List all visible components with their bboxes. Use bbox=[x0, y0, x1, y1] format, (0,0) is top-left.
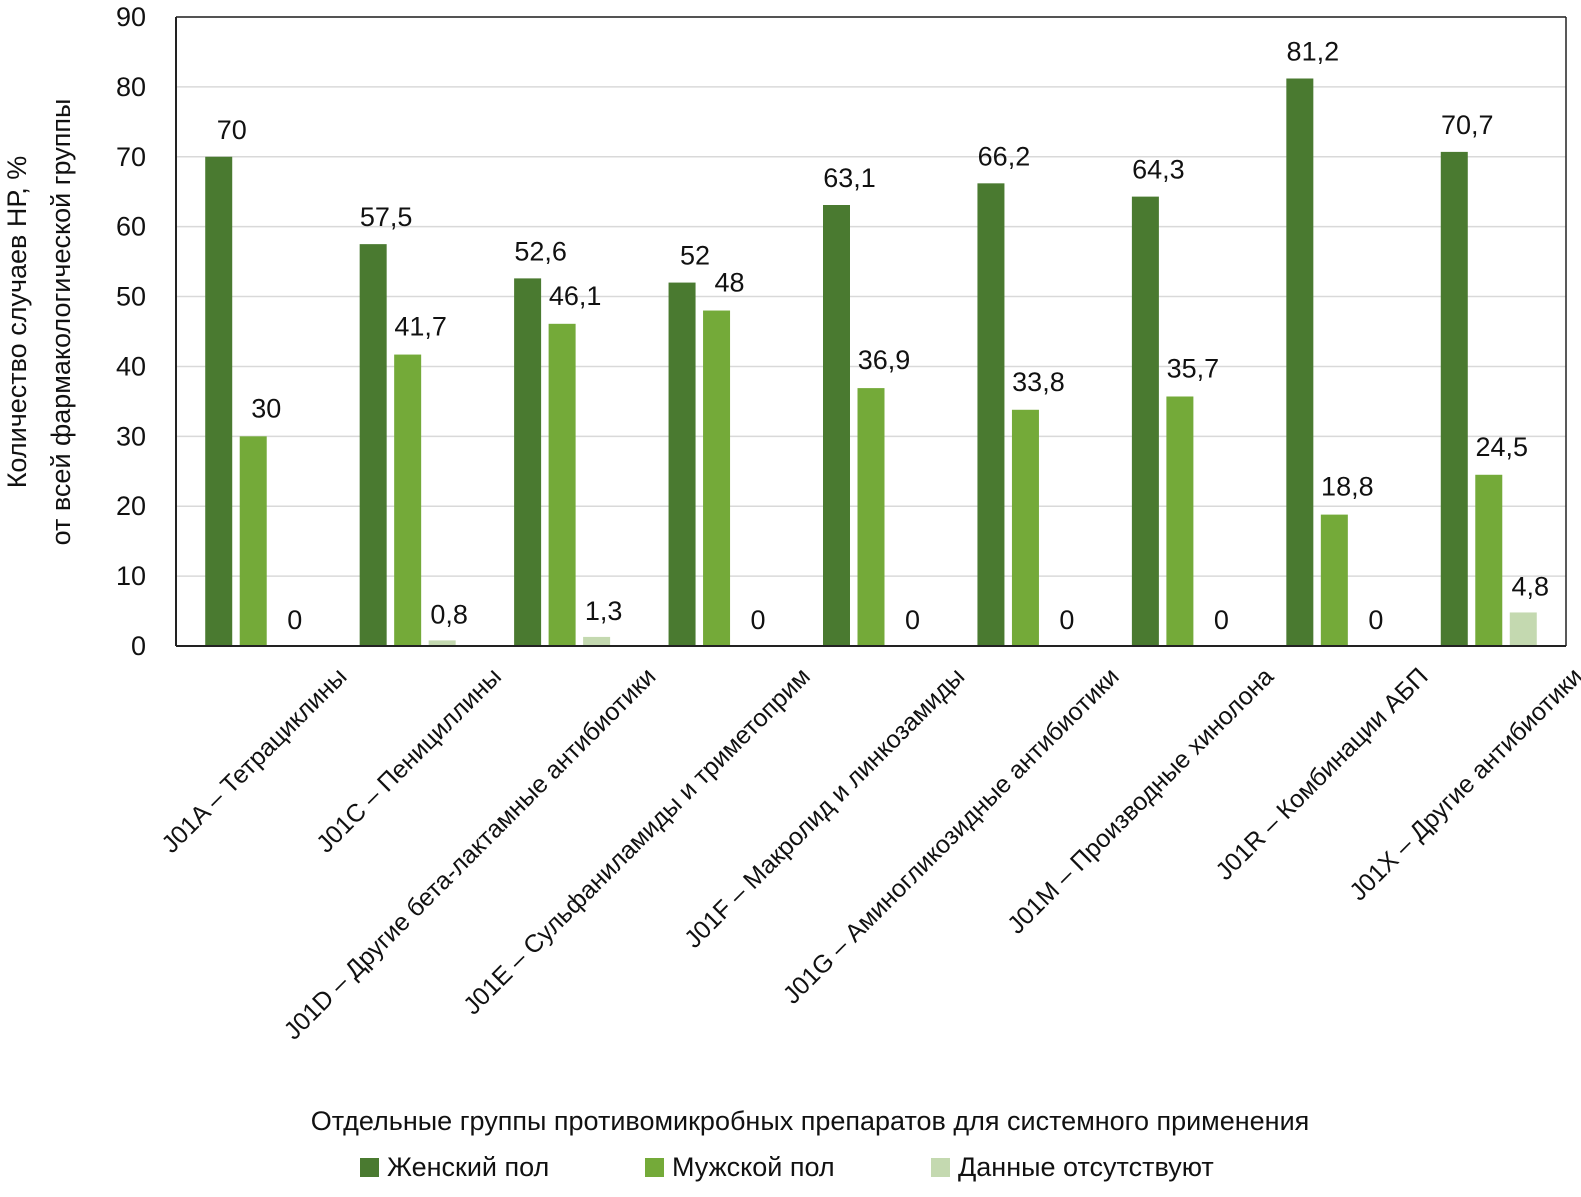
data-label: 46,1 bbox=[549, 281, 602, 311]
y-tick-label: 80 bbox=[116, 72, 146, 102]
y-tick-label: 50 bbox=[116, 282, 146, 312]
bar bbox=[548, 323, 576, 646]
data-label: 70,7 bbox=[1441, 110, 1494, 140]
bar bbox=[394, 354, 422, 646]
y-axis-title-line1: Количество случаев НР, % bbox=[2, 156, 32, 489]
bar bbox=[1131, 196, 1159, 646]
bar bbox=[239, 436, 267, 646]
y-axis-ticks: 0 10 20 30 40 50 60 70 80 90 bbox=[116, 2, 146, 661]
bar bbox=[857, 388, 885, 646]
data-label: 64,3 bbox=[1132, 155, 1185, 185]
data-label: 35,7 bbox=[1167, 353, 1220, 383]
data-label: 18,8 bbox=[1321, 472, 1374, 502]
bar bbox=[1440, 151, 1468, 646]
bar bbox=[823, 205, 850, 647]
data-label: 4,8 bbox=[1512, 571, 1550, 601]
bar bbox=[1286, 78, 1314, 647]
legend-swatch bbox=[360, 1158, 379, 1177]
y-tick-label: 40 bbox=[116, 351, 146, 381]
data-label: 48 bbox=[715, 268, 745, 298]
y-axis-title-line2: от всей фармакологической группы bbox=[46, 99, 76, 546]
data-label: 0 bbox=[905, 605, 920, 635]
bar bbox=[514, 278, 542, 646]
bar bbox=[1475, 474, 1503, 646]
data-label: 0 bbox=[751, 605, 766, 635]
bar bbox=[668, 282, 696, 646]
bar bbox=[359, 244, 387, 646]
data-label: 24,5 bbox=[1475, 432, 1528, 462]
data-label: 0,8 bbox=[430, 599, 468, 629]
y-tick-label: 20 bbox=[116, 491, 146, 521]
data-label: 57,5 bbox=[360, 202, 413, 232]
x-axis-title: Отдельные группы противомикробных препар… bbox=[311, 1106, 1310, 1136]
bar bbox=[1166, 396, 1194, 646]
bar bbox=[1011, 409, 1039, 646]
data-label: 33,8 bbox=[1012, 367, 1065, 397]
legend-label: Женский пол bbox=[387, 1152, 549, 1182]
bar bbox=[703, 310, 731, 646]
data-label: 30 bbox=[251, 393, 281, 423]
bar bbox=[205, 156, 233, 646]
data-label: 41,7 bbox=[394, 312, 447, 342]
y-tick-label: 70 bbox=[116, 142, 146, 172]
category-label: J01E – Сульфаниламиды и триметоприм bbox=[458, 662, 816, 1020]
bar bbox=[428, 640, 456, 646]
bar bbox=[1320, 514, 1348, 646]
bar bbox=[1509, 612, 1537, 646]
data-label: 81,2 bbox=[1287, 37, 1340, 67]
y-tick-label: 10 bbox=[116, 561, 146, 591]
legend-swatch bbox=[931, 1158, 950, 1177]
category-label: J01F – Макролид и линкозамиды bbox=[679, 662, 970, 953]
axes bbox=[175, 16, 1567, 647]
y-tick-label: 0 bbox=[131, 631, 146, 661]
legend: Женский пол Мужской пол Данные отсутствуют bbox=[360, 1152, 1214, 1182]
data-label: 70 bbox=[217, 115, 247, 145]
legend-label: Данные отсутствуют bbox=[958, 1152, 1214, 1182]
y-tick-label: 90 bbox=[116, 2, 146, 32]
bar bbox=[977, 183, 1005, 646]
category-label: J01M – Производные хинолона bbox=[1002, 662, 1279, 939]
data-label: 0 bbox=[1059, 605, 1074, 635]
data-label: 63,1 bbox=[823, 163, 876, 193]
data-label: 0 bbox=[287, 605, 302, 635]
data-label: 52 bbox=[680, 241, 710, 271]
data-label: 52,6 bbox=[514, 236, 567, 266]
data-label: 1,3 bbox=[585, 596, 623, 626]
y-tick-label: 30 bbox=[116, 421, 146, 451]
bar bbox=[583, 636, 611, 646]
data-label: 66,2 bbox=[978, 141, 1031, 171]
bars bbox=[205, 78, 1537, 647]
y-tick-label: 60 bbox=[116, 212, 146, 242]
legend-label: Мужской пол bbox=[672, 1152, 835, 1182]
data-label: 36,9 bbox=[858, 345, 911, 375]
data-label: 0 bbox=[1214, 605, 1229, 635]
category-label: J01G – Аминогликозидные антибиотики bbox=[778, 662, 1125, 1009]
data-label: 0 bbox=[1368, 605, 1383, 635]
legend-swatch bbox=[645, 1158, 664, 1177]
